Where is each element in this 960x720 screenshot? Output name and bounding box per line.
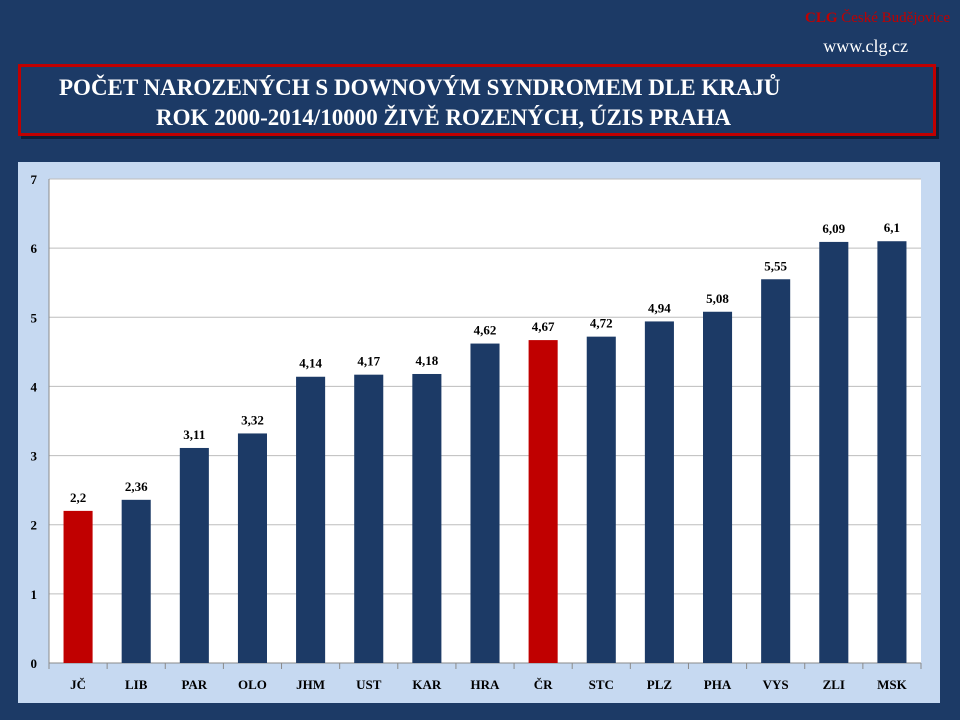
brand-label: CLG České Budějovice: [805, 10, 950, 27]
x-tick-label: HRA: [471, 677, 501, 692]
x-tick-label: JHM: [296, 677, 325, 692]
x-tick-label: JČ: [70, 677, 86, 692]
x-tick-label: PAR: [181, 677, 207, 692]
data-label: 4,67: [532, 319, 555, 334]
bar-UST: [354, 374, 384, 663]
x-tick-label: VYS: [763, 677, 789, 692]
y-tick-label: 1: [31, 587, 38, 602]
bar-HRA: [470, 343, 500, 663]
bar-KAR: [412, 373, 442, 663]
data-label: 4,17: [357, 354, 380, 369]
bar-STC: [586, 336, 616, 663]
y-tick-label: 5: [31, 310, 38, 325]
data-label: 6,09: [822, 221, 845, 236]
data-label: 3,32: [241, 412, 264, 427]
data-label: 4,18: [415, 353, 438, 368]
bar-ČR: [528, 340, 558, 663]
data-label: 2,36: [125, 479, 148, 494]
data-label: 2,2: [70, 490, 86, 505]
data-label: 5,08: [706, 291, 729, 306]
data-label: 3,11: [183, 427, 205, 442]
x-tick-label: KAR: [412, 677, 442, 692]
page-title-line-1: POČET NAROZENÝCH S DOWNOVÝM SYNDROMEM DL…: [59, 75, 781, 100]
bar-chart: 0 1 2 3 4 5 6 7 2,2 JČ 2,36 LIB 3,11 PAR 3,32 OLO 4,14 JH…: [31, 172, 922, 692]
bar-MSK: [877, 241, 907, 663]
x-tick-label: ZLI: [823, 677, 845, 692]
bar-PAR: [179, 447, 209, 663]
x-tick-label: UST: [356, 677, 382, 692]
chart-panel: 0 1 2 3 4 5 6 7 2,2 JČ 2,36 LIB 3,11 PAR 3,32 OLO 4,14 JH…: [18, 162, 940, 703]
bar-PLZ: [644, 321, 674, 663]
data-label: 4,62: [474, 323, 497, 338]
data-label: 6,1: [884, 220, 900, 235]
y-tick-label: 6: [31, 241, 38, 256]
x-tick-label: PLZ: [647, 677, 673, 692]
brand-prefix: CLG: [805, 10, 838, 26]
bar-ZLI: [819, 241, 849, 664]
y-tick-label: 4: [31, 379, 38, 394]
x-tick-label: ČR: [534, 677, 553, 692]
y-tick-label: 3: [31, 449, 38, 464]
data-label: 4,14: [299, 356, 322, 371]
x-tick-label: LIB: [125, 677, 148, 692]
y-tick-label: 0: [31, 656, 38, 671]
bar-VYS: [761, 279, 791, 663]
bar-LIB: [121, 499, 151, 663]
data-label: 5,55: [764, 258, 787, 273]
bar-JHM: [296, 376, 326, 663]
brand-city: České Budějovice: [841, 10, 950, 26]
y-tick-label: 2: [31, 518, 38, 533]
bar-PHA: [703, 311, 733, 663]
bar-OLO: [237, 433, 267, 663]
x-tick-label: STC: [589, 677, 614, 692]
x-tick-label: OLO: [238, 677, 267, 692]
website-url: www.clg.cz: [823, 36, 908, 56]
x-tick-label: PHA: [704, 677, 732, 692]
page-title-line-2: ROK 2000-2014/10000 ŽIVĚ ROZENÝCH, ÚZIS …: [156, 105, 732, 130]
y-tick-label: 7: [31, 172, 38, 187]
data-label: 4,72: [590, 316, 613, 331]
bar-JČ: [63, 510, 93, 663]
title-box: POČET NAROZENÝCH S DOWNOVÝM SYNDROMEM DL…: [18, 64, 936, 136]
data-label: 4,94: [648, 300, 671, 315]
x-tick-label: MSK: [877, 677, 908, 692]
